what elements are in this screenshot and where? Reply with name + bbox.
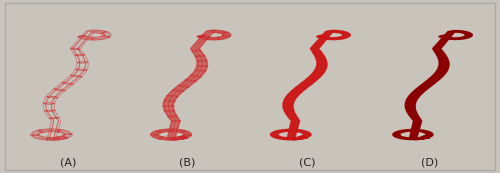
Polygon shape <box>270 30 351 140</box>
Polygon shape <box>317 35 324 37</box>
Polygon shape <box>423 136 430 138</box>
Text: (D): (D) <box>421 157 438 167</box>
Polygon shape <box>439 35 447 37</box>
Polygon shape <box>197 35 205 37</box>
Polygon shape <box>182 136 188 138</box>
Polygon shape <box>150 30 231 140</box>
Text: (A): (A) <box>60 157 76 167</box>
Polygon shape <box>392 30 473 140</box>
Polygon shape <box>301 136 308 138</box>
Text: (B): (B) <box>180 157 196 167</box>
Text: (C): (C) <box>299 157 316 167</box>
